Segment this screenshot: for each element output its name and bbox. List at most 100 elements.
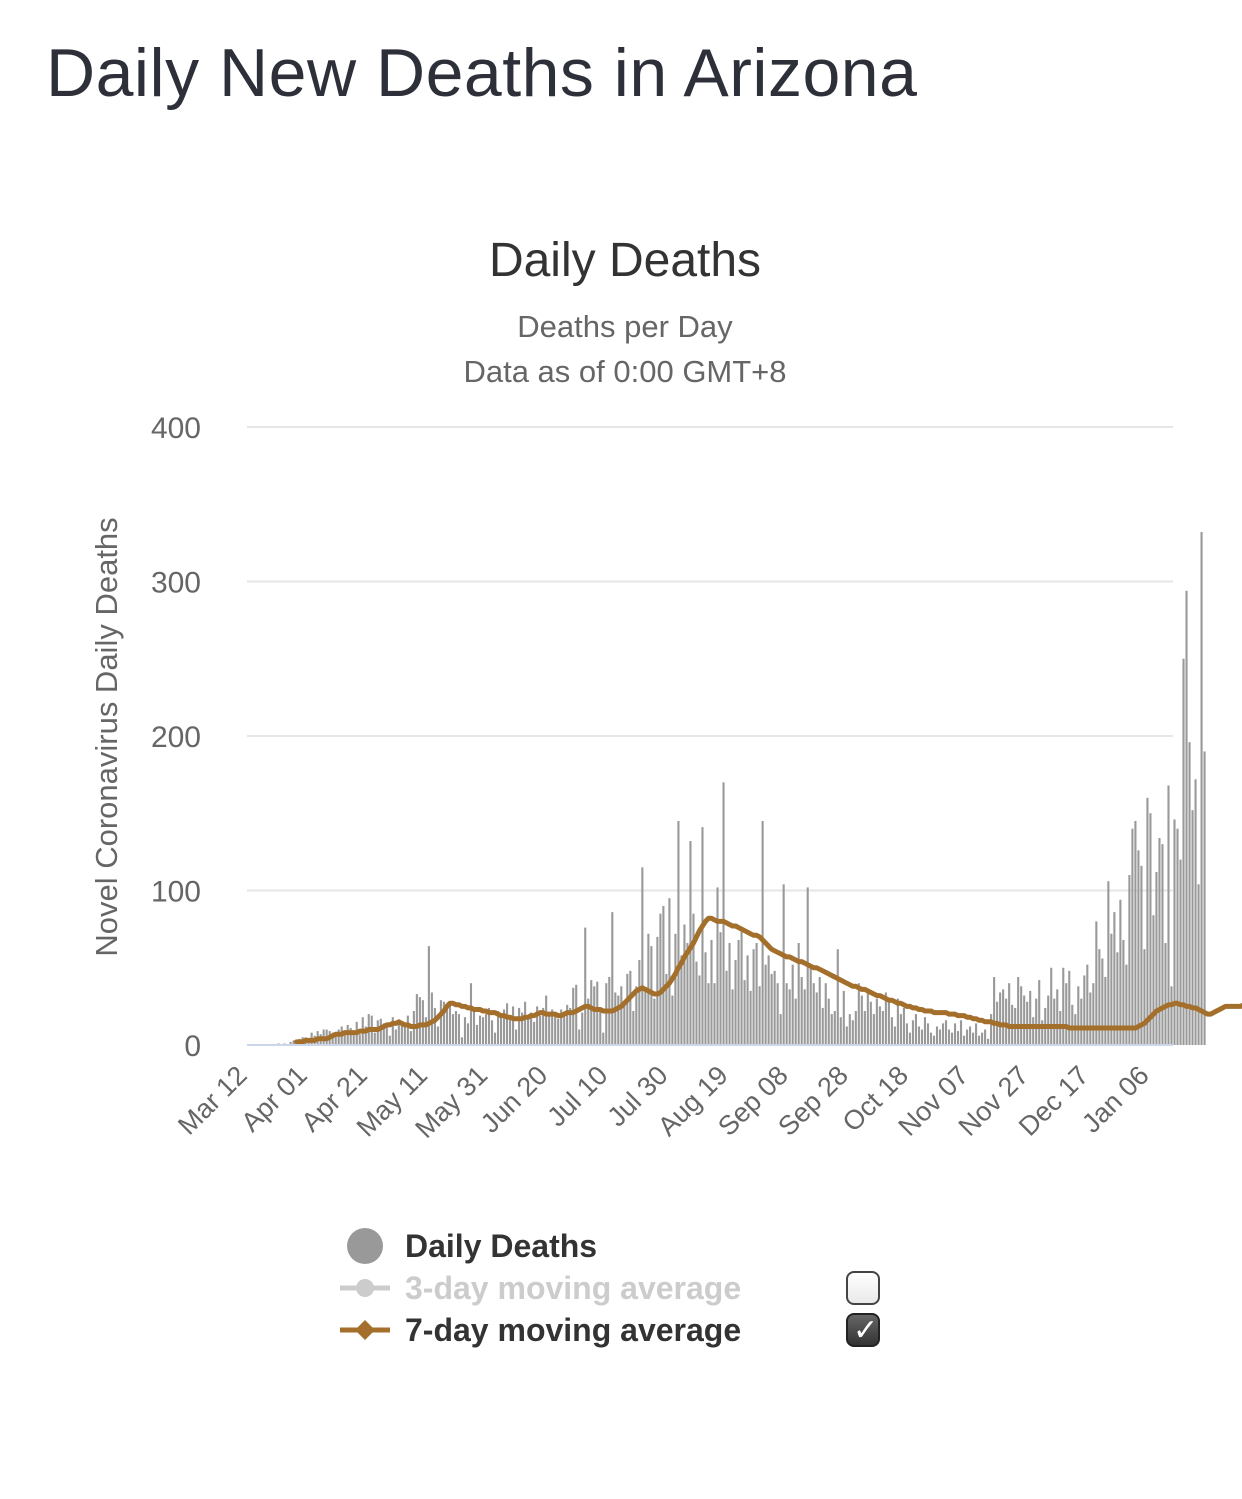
daily-deaths-bar[interactable]: [975, 1023, 978, 1045]
daily-deaths-bar[interactable]: [469, 983, 473, 1045]
daily-deaths-bar[interactable]: [1047, 995, 1050, 1045]
daily-deaths-bar[interactable]: [962, 1035, 966, 1045]
daily-deaths-bar[interactable]: [782, 884, 785, 1045]
daily-deaths-bar[interactable]: [436, 1026, 439, 1045]
daily-deaths-bar[interactable]: [518, 1007, 521, 1045]
daily-deaths-bar[interactable]: [1161, 844, 1164, 1045]
daily-deaths-bar[interactable]: [496, 1011, 500, 1045]
daily-deaths-bar[interactable]: [569, 1007, 572, 1045]
daily-deaths-bar[interactable]: [990, 1014, 993, 1045]
daily-deaths-bar[interactable]: [1119, 899, 1122, 1045]
daily-deaths-bar[interactable]: [917, 1026, 921, 1045]
daily-deaths-bar[interactable]: [593, 986, 596, 1045]
legend-item-daily-deaths[interactable]: Daily Deaths: [340, 1225, 900, 1267]
daily-deaths-bar[interactable]: [656, 936, 659, 1045]
daily-deaths-bar[interactable]: [379, 1018, 382, 1045]
daily-deaths-bar[interactable]: [578, 1029, 581, 1045]
daily-deaths-bar[interactable]: [590, 980, 593, 1045]
daily-deaths-bar[interactable]: [1041, 1020, 1044, 1045]
daily-deaths-bar[interactable]: [848, 1014, 851, 1045]
daily-deaths-bar[interactable]: [824, 983, 827, 1045]
daily-deaths-bar[interactable]: [770, 973, 773, 1045]
daily-deaths-bar[interactable]: [794, 998, 797, 1045]
daily-deaths-bar[interactable]: [506, 1003, 509, 1045]
daily-deaths-bar[interactable]: [382, 1023, 385, 1045]
daily-deaths-bar[interactable]: [776, 983, 779, 1045]
daily-deaths-bar[interactable]: [984, 1029, 987, 1045]
daily-deaths-bar[interactable]: [460, 1037, 464, 1045]
daily-deaths-bar[interactable]: [695, 961, 698, 1045]
legend-item-3day-average[interactable]: 3-day moving average: [340, 1267, 900, 1309]
daily-deaths-bar[interactable]: [1185, 590, 1188, 1045]
daily-deaths-bar[interactable]: [956, 1031, 960, 1045]
daily-deaths-bar[interactable]: [737, 939, 740, 1045]
daily-deaths-bar[interactable]: [1029, 990, 1032, 1045]
daily-deaths-bar[interactable]: [626, 973, 629, 1045]
daily-deaths-bar[interactable]: [908, 1032, 911, 1045]
daily-deaths-bar[interactable]: [920, 1029, 924, 1045]
daily-deaths-bar[interactable]: [457, 1014, 461, 1045]
daily-deaths-bar[interactable]: [743, 980, 746, 1045]
daily-deaths-bar[interactable]: [475, 1024, 479, 1045]
daily-deaths-bar[interactable]: [406, 1015, 409, 1045]
daily-deaths-bar[interactable]: [617, 995, 620, 1045]
daily-deaths-bar[interactable]: [1188, 742, 1191, 1045]
daily-deaths-bar[interactable]: [433, 1007, 436, 1045]
daily-deaths-bar[interactable]: [905, 1023, 908, 1045]
daily-deaths-bar[interactable]: [981, 1032, 984, 1045]
daily-deaths-bar[interactable]: [584, 927, 587, 1045]
daily-deaths-bar[interactable]: [463, 1017, 467, 1045]
daily-deaths-bar[interactable]: [713, 983, 716, 1045]
daily-deaths-bar[interactable]: [842, 990, 845, 1045]
daily-deaths-bar[interactable]: [1002, 989, 1005, 1045]
daily-deaths-bar[interactable]: [415, 994, 418, 1045]
daily-deaths-bar[interactable]: [938, 1029, 942, 1045]
daily-deaths-bar[interactable]: [1122, 939, 1125, 1045]
daily-deaths-bar[interactable]: [1152, 915, 1155, 1045]
daily-deaths-bar[interactable]: [581, 1012, 584, 1045]
daily-deaths-bar[interactable]: [572, 987, 575, 1045]
daily-deaths-bar[interactable]: [872, 1014, 875, 1045]
daily-deaths-bar[interactable]: [1068, 970, 1071, 1045]
daily-deaths-bar[interactable]: [1092, 983, 1095, 1045]
daily-deaths-bar[interactable]: [959, 1020, 963, 1045]
daily-deaths-bar[interactable]: [1089, 992, 1092, 1045]
daily-deaths-bar[interactable]: [758, 986, 761, 1045]
daily-deaths-bar[interactable]: [947, 1029, 951, 1045]
daily-deaths-bar[interactable]: [1056, 989, 1059, 1045]
daily-deaths-bar[interactable]: [614, 992, 617, 1045]
daily-deaths-bar[interactable]: [1098, 949, 1101, 1045]
daily-deaths-bar[interactable]: [358, 1034, 361, 1045]
daily-deaths-bar[interactable]: [557, 1018, 560, 1045]
daily-deaths-bar[interactable]: [641, 867, 644, 1045]
daily-deaths-bar[interactable]: [1032, 1017, 1035, 1045]
daily-deaths-bar[interactable]: [1134, 820, 1137, 1045]
daily-deaths-bar[interactable]: [929, 1032, 933, 1045]
daily-deaths-bar[interactable]: [1050, 967, 1053, 1045]
daily-deaths-bar[interactable]: [472, 1011, 476, 1045]
daily-deaths-bar[interactable]: [779, 1014, 782, 1045]
daily-deaths-bar[interactable]: [418, 997, 421, 1045]
daily-deaths-bar[interactable]: [812, 983, 815, 1045]
daily-deaths-bar[interactable]: [551, 1009, 554, 1045]
daily-deaths-bar[interactable]: [539, 1015, 542, 1045]
toggle-3day-checkbox[interactable]: [846, 1271, 880, 1305]
daily-deaths-bar[interactable]: [451, 1014, 454, 1045]
daily-deaths-bar[interactable]: [620, 986, 623, 1045]
daily-deaths-bar[interactable]: [803, 989, 806, 1045]
daily-deaths-bar[interactable]: [587, 998, 590, 1045]
daily-deaths-bar[interactable]: [409, 1031, 412, 1045]
daily-deaths-bar[interactable]: [439, 1000, 442, 1045]
daily-deaths-bar[interactable]: [941, 1023, 945, 1045]
daily-deaths-bar[interactable]: [430, 992, 433, 1045]
daily-deaths-bar[interactable]: [866, 990, 869, 1045]
daily-deaths-bar[interactable]: [1173, 819, 1176, 1045]
daily-deaths-bar[interactable]: [893, 1026, 896, 1045]
daily-deaths-bar[interactable]: [830, 1014, 833, 1045]
daily-deaths-bar[interactable]: [887, 1001, 890, 1045]
daily-deaths-bar[interactable]: [1164, 943, 1167, 1045]
daily-deaths-bar[interactable]: [788, 989, 791, 1045]
daily-deaths-bar[interactable]: [1197, 884, 1200, 1045]
daily-deaths-bar[interactable]: [884, 992, 887, 1045]
daily-deaths-bar[interactable]: [364, 1026, 367, 1045]
